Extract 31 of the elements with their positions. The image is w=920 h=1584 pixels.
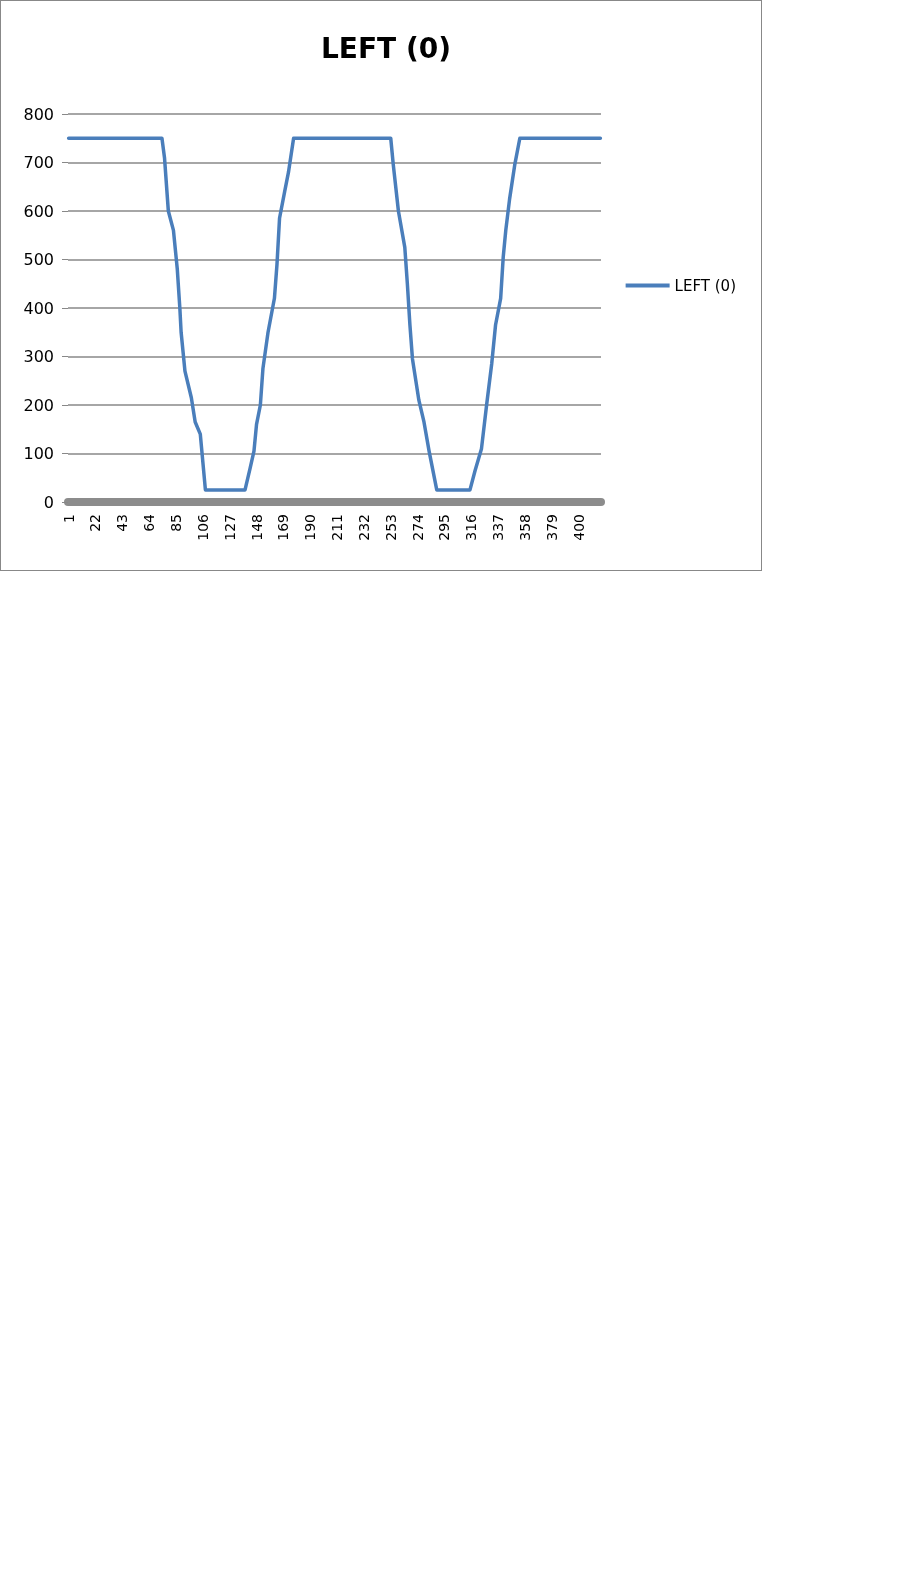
x-tick-label: 1 xyxy=(60,514,77,523)
x-tick-label: 22 xyxy=(87,514,104,532)
x-tick-label: 190 xyxy=(302,514,319,541)
x-tick-label: 148 xyxy=(248,514,265,541)
x-tick-label: 106 xyxy=(194,513,211,541)
y-tick-label: 500 xyxy=(23,250,54,269)
y-tick-label: 400 xyxy=(23,298,54,318)
x-tick-label: 211 xyxy=(329,514,346,541)
x-tick-label: 379 xyxy=(543,514,560,541)
x-tick-label: 43 xyxy=(114,514,131,532)
y-tick-label: 600 xyxy=(23,201,54,221)
chart-title: LEFT (0) xyxy=(320,31,452,65)
y-tick-label: 700 xyxy=(23,153,54,172)
x-tick-label: 295 xyxy=(436,514,453,541)
x-tick-label: 337 xyxy=(490,514,507,541)
x-tick-label: 253 xyxy=(382,514,399,541)
x-tick-label: 85 xyxy=(168,514,185,532)
x-tick-label: 232 xyxy=(355,514,372,541)
x-tick-label: 316 xyxy=(463,513,480,541)
x-tick-label: 274 xyxy=(409,513,426,541)
y-tick-label: 100 xyxy=(23,444,54,463)
legend-label: LEFT (0) xyxy=(674,276,737,295)
x-tick-label: 358 xyxy=(516,514,533,541)
y-tick-label: 300 xyxy=(23,347,54,366)
y-tick-label: 800 xyxy=(23,104,54,124)
y-tick-label: 0 xyxy=(43,492,54,512)
x-tick-label: 64 xyxy=(141,513,158,532)
x-tick-label: 169 xyxy=(275,514,292,541)
x-tick-label: 127 xyxy=(221,514,238,541)
y-tick-label: 200 xyxy=(23,395,54,415)
x-tick-label: 400 xyxy=(570,514,587,541)
